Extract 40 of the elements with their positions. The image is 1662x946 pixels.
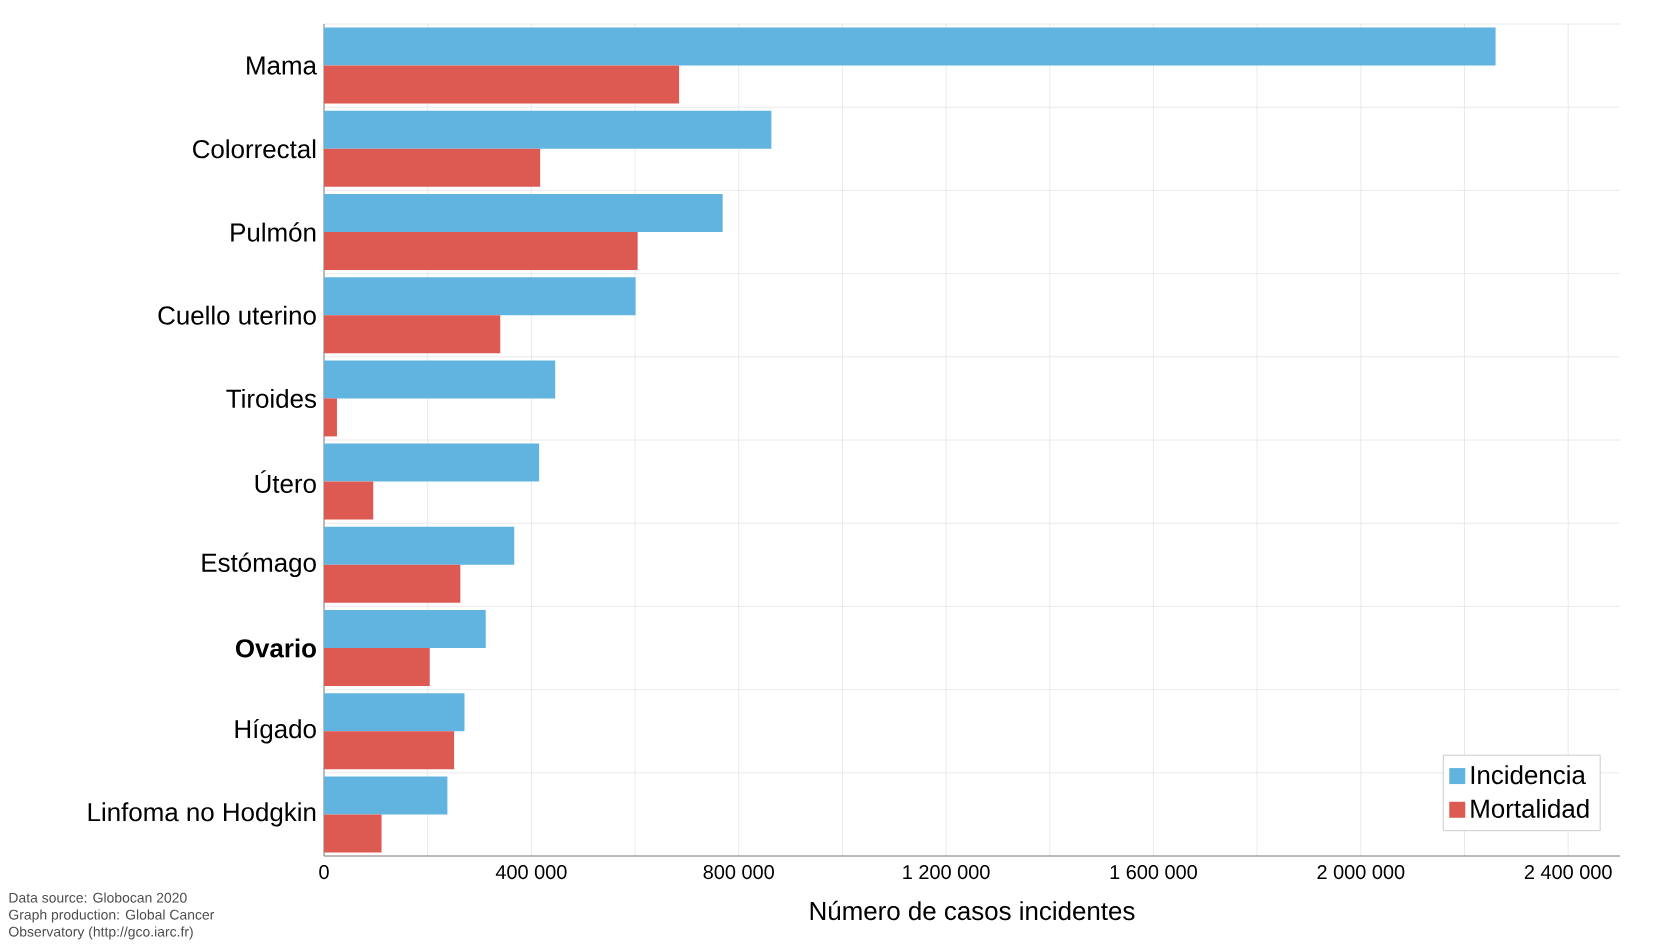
- bar: [324, 110, 772, 149]
- legend-label: Incidencia: [1471, 765, 1586, 785]
- bar: [324, 481, 374, 520]
- bar: [324, 27, 1496, 66]
- bar: [324, 194, 723, 233]
- bar: [324, 693, 465, 732]
- bar: [324, 648, 430, 687]
- bar: [324, 148, 541, 187]
- bar: [324, 731, 455, 770]
- bar: [324, 610, 486, 649]
- y-tick-label: Pulmón: [231, 222, 316, 242]
- bar: [324, 360, 556, 399]
- bar: [324, 398, 337, 437]
- x-tick-label: 1 200 000: [903, 865, 990, 880]
- y-tick-label: Cuello uterino: [158, 305, 316, 325]
- x-tick-label: 1 600 000: [1110, 865, 1197, 880]
- x-tick-label: 2 400 000: [1524, 865, 1612, 880]
- y-tick-label: Útero: [255, 470, 316, 493]
- bar: [324, 814, 382, 853]
- y-tick-label: Linfoma no Hodgkin: [88, 802, 316, 827]
- x-tick-label: 800 000: [703, 865, 774, 880]
- bar: [324, 564, 461, 603]
- bar: [324, 443, 540, 482]
- bar: [324, 65, 680, 104]
- y-tick-label: Hígado: [235, 719, 316, 744]
- y-tick-label: Tiroides: [226, 388, 317, 408]
- y-tick-label: Ovario: [235, 638, 316, 658]
- x-axis-title: Número de casos incidentes: [810, 900, 1135, 921]
- x-tick-label: 2 000 000: [1317, 865, 1405, 880]
- bar: [324, 526, 515, 565]
- bar: [324, 232, 638, 271]
- y-tick-label: Mama: [247, 56, 317, 75]
- legend-label: Mortalidad: [1471, 798, 1589, 818]
- x-tick-label: 0: [319, 865, 329, 880]
- y-tick-label: Estómago: [202, 552, 316, 578]
- bar: [324, 776, 448, 815]
- bar: [324, 315, 501, 354]
- x-tick-label: 400 000: [495, 865, 567, 880]
- bar: [324, 277, 636, 316]
- y-tick-label: Colorrectal: [193, 139, 316, 159]
